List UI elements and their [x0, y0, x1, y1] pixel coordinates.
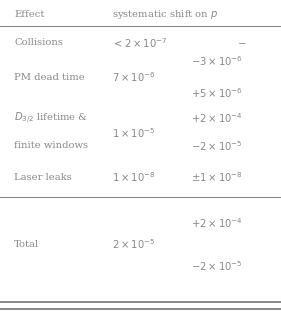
Text: Total: Total: [14, 240, 39, 249]
Text: Laser leaks: Laser leaks: [14, 173, 72, 182]
Text: $2 \times 10^{-5}$: $2 \times 10^{-5}$: [112, 237, 155, 251]
Text: finite windows: finite windows: [14, 141, 88, 151]
Text: $+5 \times 10^{-6}$: $+5 \times 10^{-6}$: [191, 86, 243, 100]
Text: systematic shift on $p$: systematic shift on $p$: [112, 8, 219, 21]
Text: Collisions: Collisions: [14, 38, 63, 47]
Text: Effect: Effect: [14, 10, 44, 19]
Text: $D_{3/2}$ lifetime &: $D_{3/2}$ lifetime &: [14, 111, 89, 126]
Text: $\pm 1 \times 10^{-8}$: $\pm 1 \times 10^{-8}$: [191, 170, 243, 184]
Text: $+2 \times 10^{-4}$: $+2 \times 10^{-4}$: [191, 111, 243, 125]
Text: $< 2 \times 10^{-7}$: $< 2 \times 10^{-7}$: [112, 36, 168, 50]
Text: $-2 \times 10^{-5}$: $-2 \times 10^{-5}$: [191, 259, 243, 273]
Text: $1 \times 10^{-8}$: $1 \times 10^{-8}$: [112, 170, 156, 184]
Text: $-3 \times 10^{-6}$: $-3 \times 10^{-6}$: [191, 54, 243, 68]
Text: $7 \times 10^{-6}$: $7 \times 10^{-6}$: [112, 70, 156, 84]
Text: $-$: $-$: [237, 38, 246, 47]
Text: $+2 \times 10^{-4}$: $+2 \times 10^{-4}$: [191, 216, 243, 230]
Text: $-2 \times 10^{-5}$: $-2 \times 10^{-5}$: [191, 139, 243, 153]
Text: $1 \times 10^{-5}$: $1 \times 10^{-5}$: [112, 126, 155, 140]
Text: PM dead time: PM dead time: [14, 72, 85, 82]
